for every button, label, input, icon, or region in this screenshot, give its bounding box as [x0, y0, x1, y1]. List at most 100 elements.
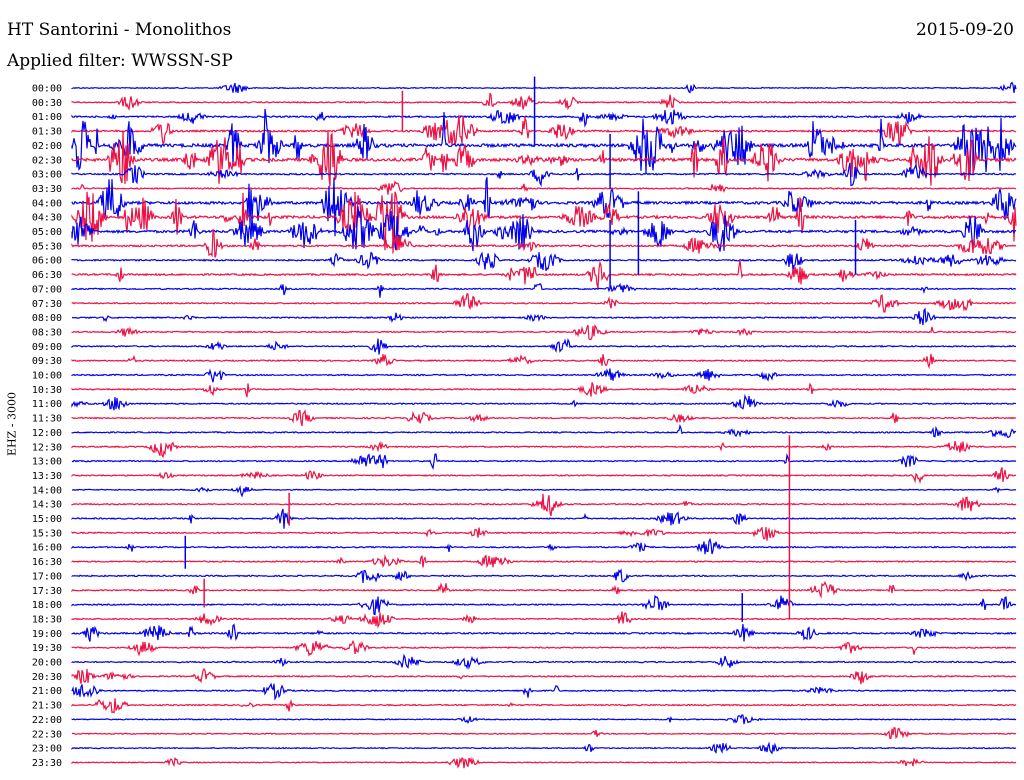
trace-line: [71, 229, 1017, 258]
time-label: 07:00: [32, 284, 62, 295]
time-label: 15:00: [32, 514, 62, 525]
trace-line: [71, 251, 1017, 272]
trace-line: [71, 467, 1017, 485]
time-label: 05:00: [32, 227, 62, 238]
time-label: 11:30: [32, 414, 62, 425]
trace-line: [71, 623, 1017, 642]
time-label: 22:30: [32, 729, 62, 740]
trace-line: [71, 485, 1017, 498]
trace-line: [71, 653, 1017, 670]
trace-line: [71, 424, 1017, 439]
time-label: 01:00: [32, 112, 62, 123]
time-label: 13:00: [32, 457, 62, 468]
time-label: 21:30: [32, 701, 62, 712]
trace-line: [71, 453, 1017, 471]
trace-line: [71, 554, 1016, 569]
trace-line: [71, 440, 1017, 459]
trace-line: [71, 393, 1017, 411]
trace-line: [71, 580, 1017, 599]
trace-line: [71, 508, 1017, 529]
record-date: 2015-09-20: [915, 20, 1014, 40]
time-label: 07:30: [32, 299, 62, 310]
trace-line: [71, 568, 1017, 583]
trace-line: [71, 756, 1017, 769]
time-label: 08:00: [32, 313, 62, 324]
trace-line: [71, 594, 1017, 616]
trace-line: [71, 682, 1017, 701]
time-label: 09:00: [32, 342, 62, 353]
time-label: 02:00: [32, 141, 62, 152]
time-label: 19:00: [32, 629, 62, 640]
time-label: 16:30: [32, 557, 62, 568]
trace-line: [71, 282, 1017, 298]
trace-line: [71, 698, 1017, 714]
time-label: 21:00: [32, 686, 62, 697]
time-label: 06:30: [32, 270, 62, 281]
time-label: 04:30: [32, 213, 62, 224]
time-label: 08:30: [32, 327, 62, 338]
trace-line: [71, 177, 1017, 237]
trace-line: [71, 526, 1017, 541]
trace-line: [71, 741, 1017, 755]
trace-line: [71, 714, 1017, 725]
trace-line: [71, 727, 1017, 740]
time-label: 01:30: [32, 127, 62, 138]
time-label: 20:30: [32, 672, 62, 683]
time-label: 12:30: [32, 442, 62, 453]
time-label: 19:30: [32, 643, 62, 654]
trace-line: [71, 293, 1016, 313]
time-label: 00:30: [32, 98, 62, 109]
time-label: 23:30: [32, 758, 62, 769]
time-label: 18:30: [32, 614, 62, 625]
trace-line: [71, 108, 1017, 176]
time-label: 12:00: [32, 428, 62, 439]
trace-line: [71, 92, 1017, 111]
trace-line: [71, 81, 1017, 94]
time-label: 23:00: [32, 744, 62, 755]
time-label: 03:00: [32, 170, 62, 181]
time-label: 14:00: [32, 485, 62, 496]
time-label: 09:30: [32, 356, 62, 367]
trace-line: [71, 180, 1017, 195]
trace-line: [71, 259, 1017, 289]
time-tick-labels: 00:00 00:30 01:00 01:30 02:00 02:30 03:00 03:30…: [32, 84, 62, 769]
time-label: 00:00: [32, 84, 62, 95]
trace-line: [71, 130, 1017, 187]
station-title: HT Santorini - Monolithos: [7, 20, 232, 40]
trace-line: [71, 409, 1017, 427]
trace-line: [71, 368, 1017, 383]
trace-line: [71, 191, 1017, 254]
time-label: 03:30: [32, 184, 62, 195]
trace-line: [71, 537, 1017, 555]
trace-line: [71, 162, 1017, 188]
time-label: 15:30: [32, 528, 62, 539]
trace-line: [72, 307, 1017, 326]
time-label: 13:30: [32, 471, 62, 482]
trace-line: [71, 382, 1017, 398]
time-label: 14:30: [32, 500, 62, 511]
time-label: 05:30: [32, 241, 62, 252]
time-label: 16:00: [32, 543, 62, 554]
time-label: 10:30: [32, 385, 62, 396]
channel-axis-label: EHZ - 3000: [5, 392, 19, 456]
time-label: 06:00: [32, 256, 62, 267]
time-label: 18:00: [32, 600, 62, 611]
trace-line: [71, 639, 1017, 657]
trace-line: [71, 109, 1017, 128]
trace-line: [71, 206, 1017, 252]
trace-line: [71, 611, 1017, 629]
time-label: 02:30: [32, 155, 62, 166]
time-label: 10:00: [32, 371, 62, 382]
time-label: 04:00: [32, 198, 62, 209]
trace-line: [71, 114, 1016, 147]
time-label: 20:00: [32, 658, 62, 669]
time-label: 11:00: [32, 399, 62, 410]
filter-label: Applied filter: WWSSN-SP: [7, 51, 233, 71]
trace-line: [71, 668, 1017, 685]
trace-line: [71, 353, 1017, 370]
trace-line: [71, 338, 1017, 355]
time-label: 17:00: [32, 571, 62, 582]
time-label: 17:30: [32, 586, 62, 597]
trace-line: [71, 324, 1017, 341]
